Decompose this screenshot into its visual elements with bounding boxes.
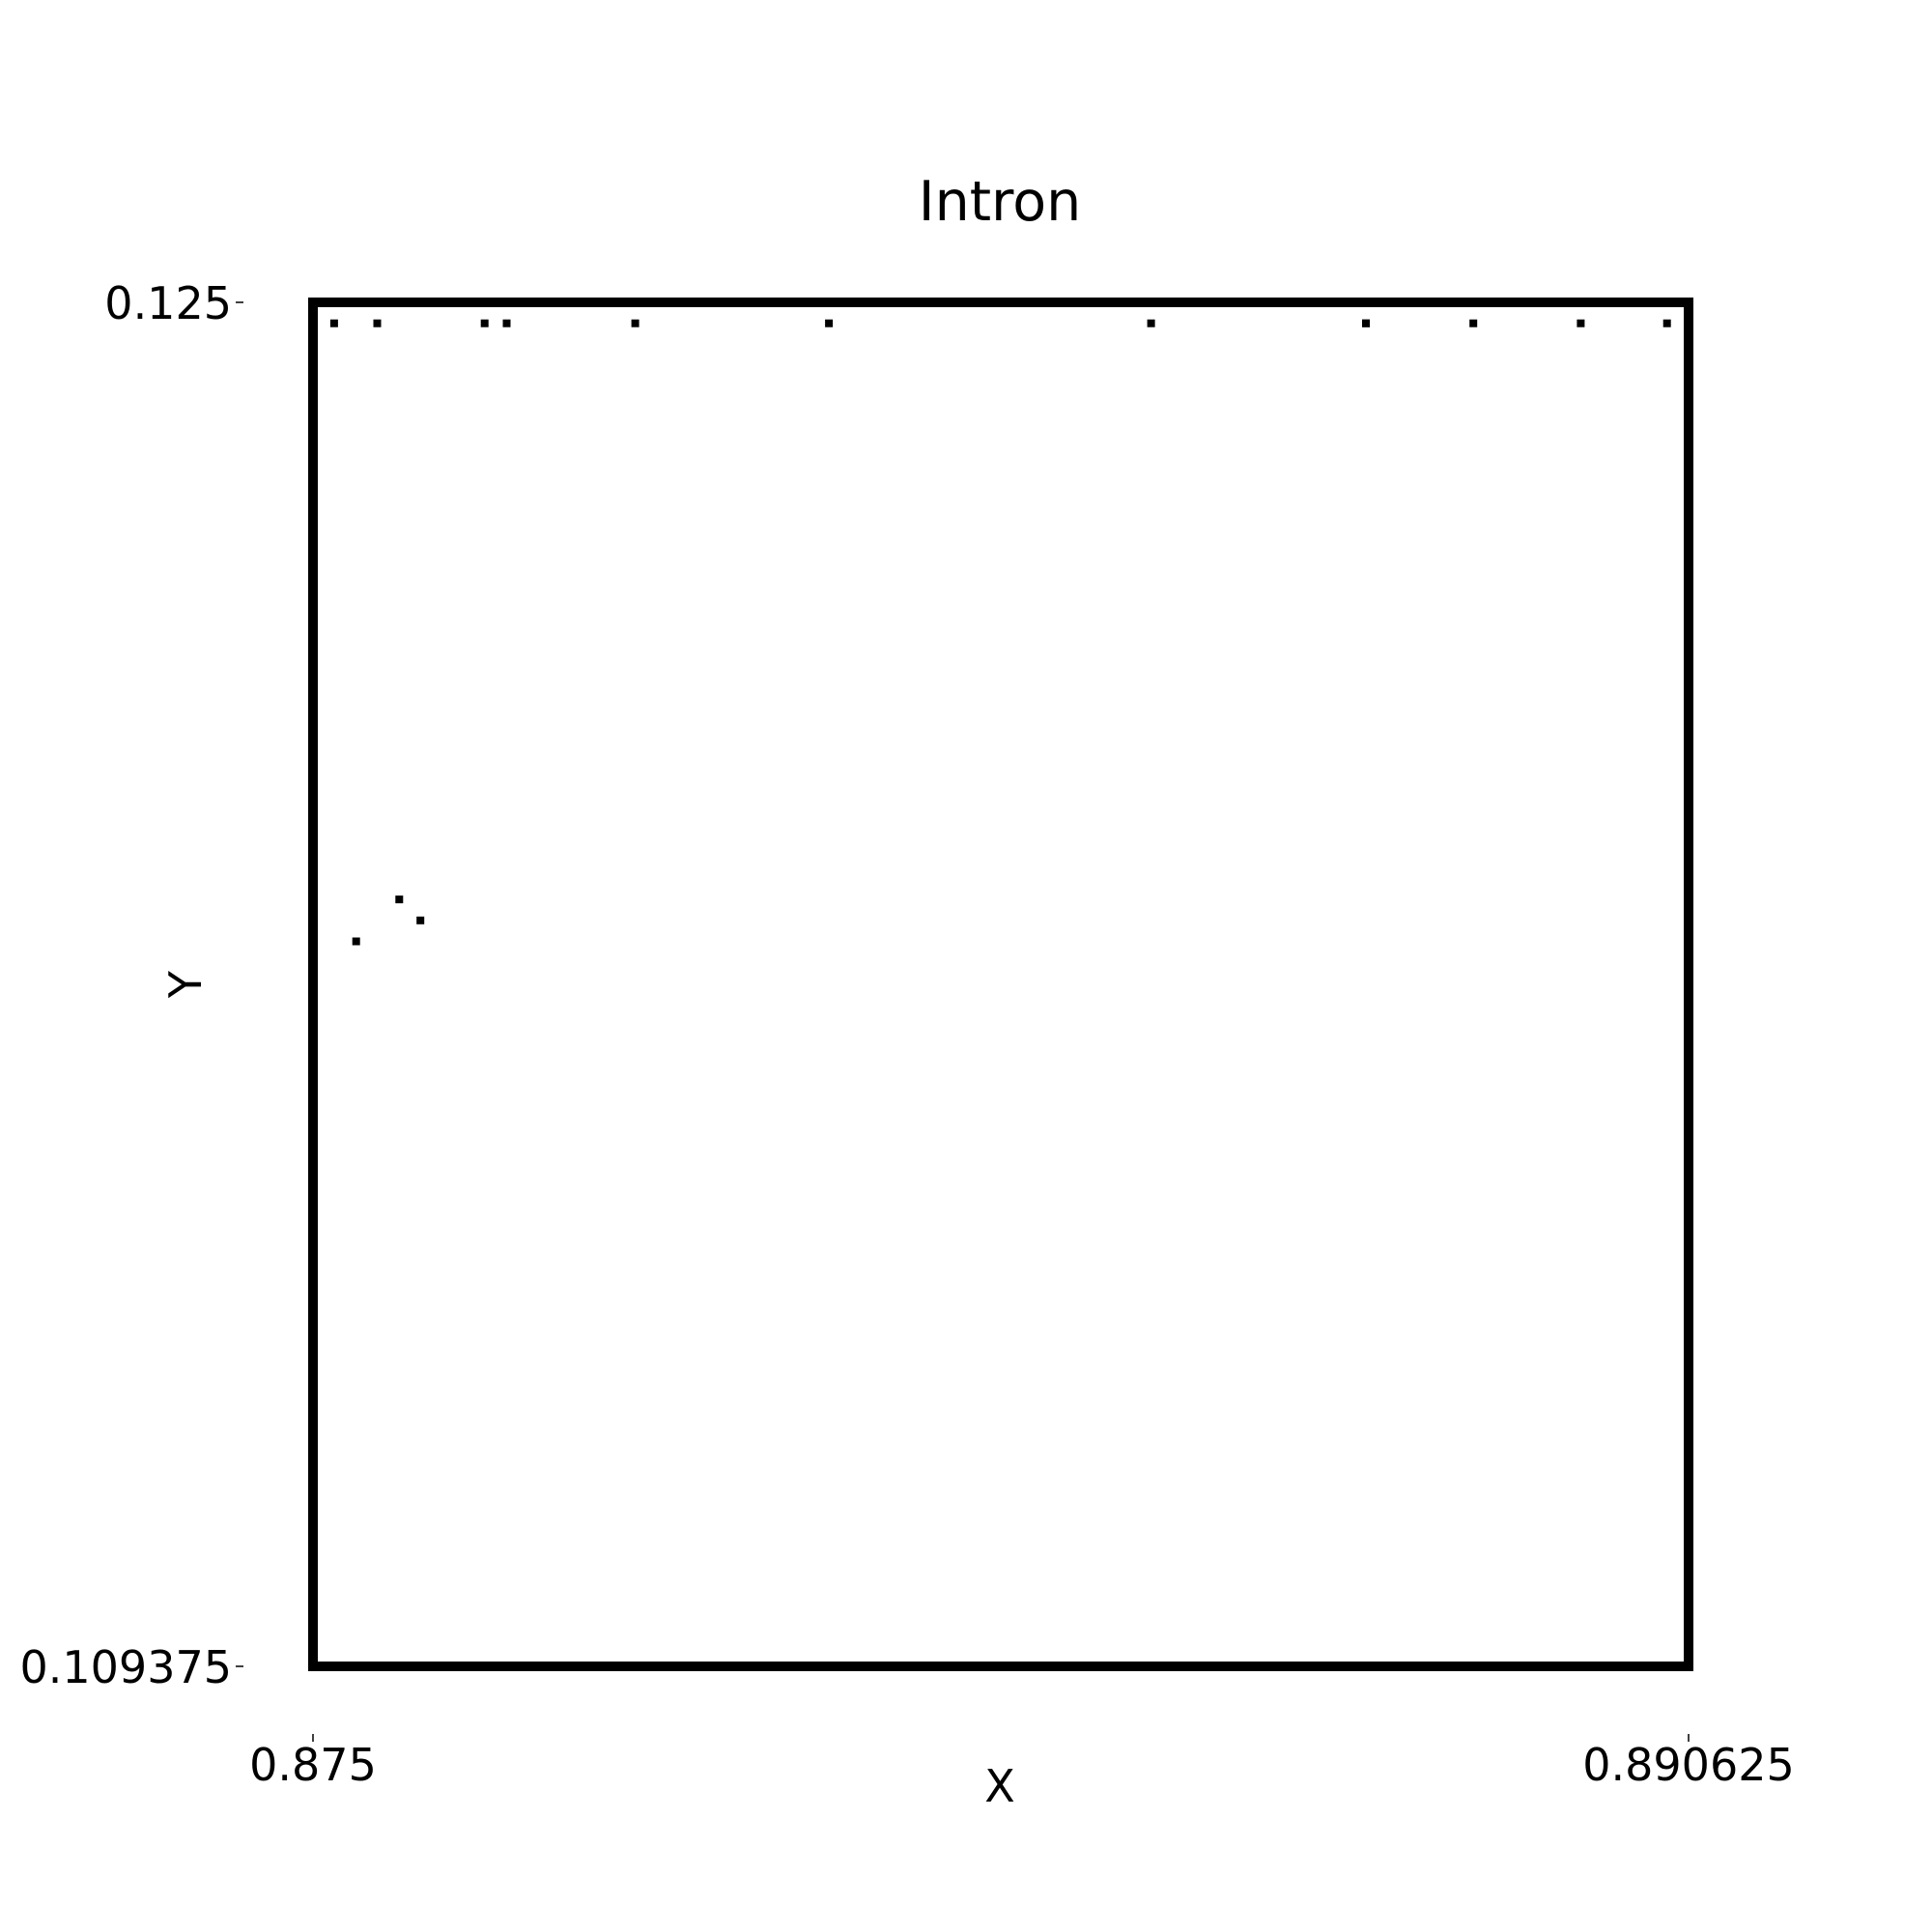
data-point-0 [329,319,338,327]
data-point-10 [1662,319,1671,327]
data-point-11 [1362,319,1370,327]
data-point-14 [416,916,425,924]
data-point-8 [1469,319,1478,327]
plot-frame [308,298,1693,1671]
data-point-2 [480,319,489,327]
data-point-3 [502,319,511,327]
chart-title: Intron [919,170,1081,234]
x-tick-label-left: 0.875 [249,1739,377,1791]
data-point-12 [352,937,360,946]
data-point-9 [1577,319,1585,327]
y-tick-label-top: 0.125 [104,277,232,329]
data-point-6 [1147,319,1155,327]
x-axis-label: X [984,1760,1015,1812]
y-axis-label: Y [159,970,212,999]
points-layer [329,319,1671,946]
data-point-4 [631,319,639,327]
data-point-5 [825,319,834,327]
data-point-1 [373,319,382,327]
y-tick-label-bottom: 0.109375 [20,1641,233,1693]
x-tick-label-right: 0.890625 [1582,1739,1795,1791]
data-point-13 [395,895,404,904]
